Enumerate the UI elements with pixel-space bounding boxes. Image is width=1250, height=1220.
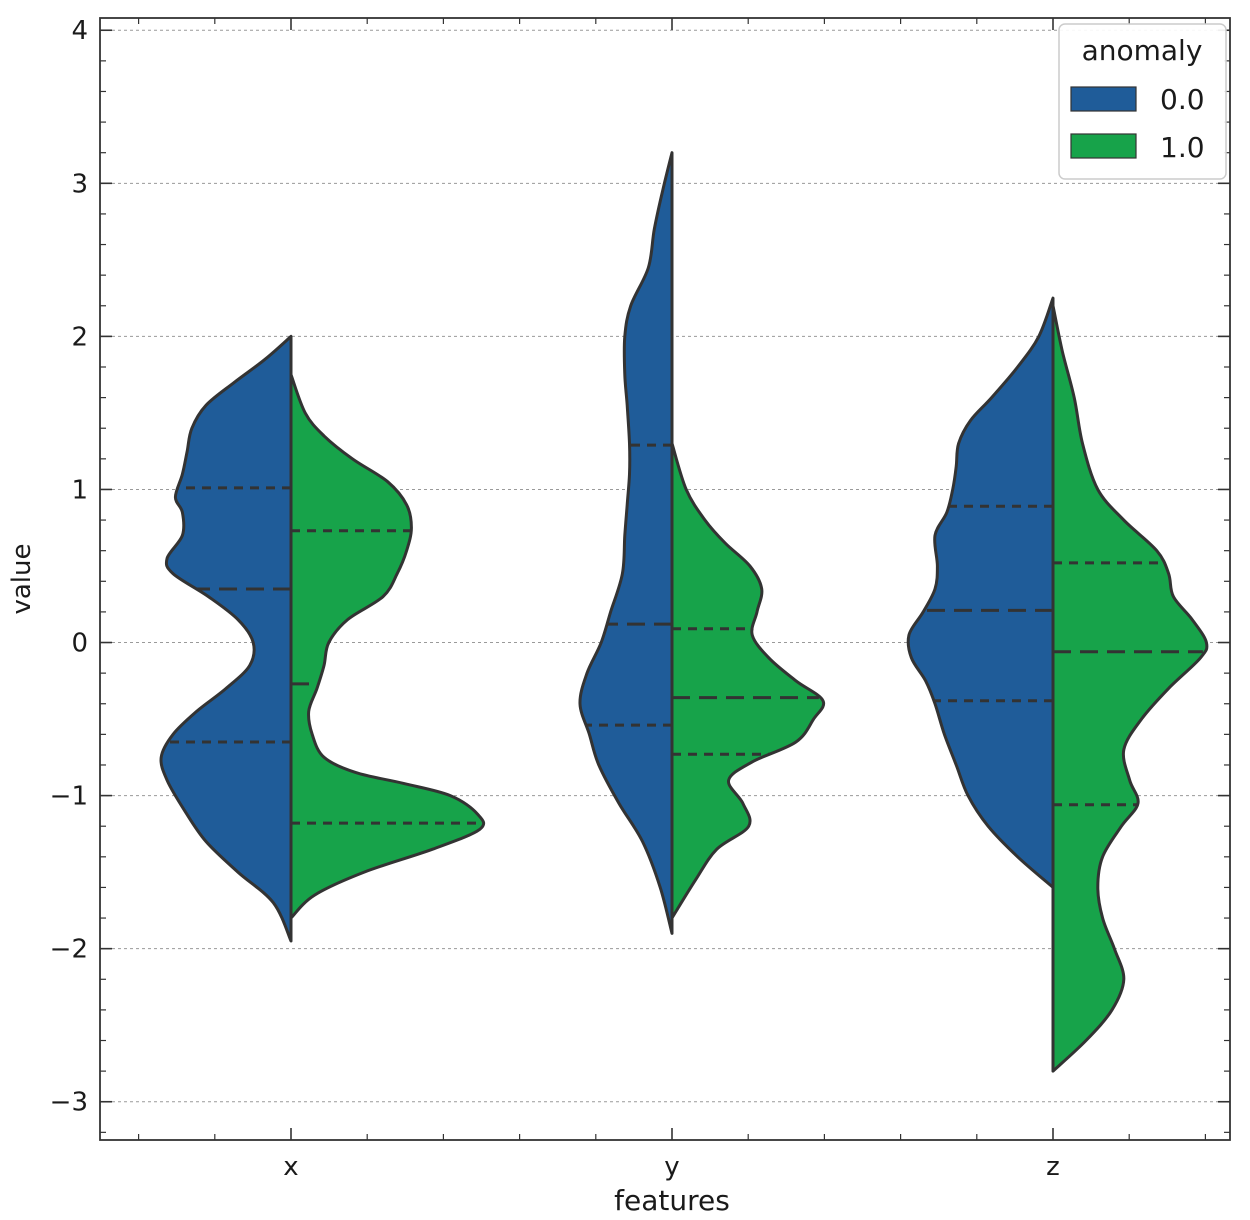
plot-frame [99,17,1231,1141]
violin-z-anomaly-half [1051,304,1209,1073]
legend-label-0: 0.0 [1160,83,1205,116]
violin-x-normal-half [159,334,293,943]
legend-label-1: 1.0 [1160,131,1205,164]
x-tick-label: x [283,1152,298,1182]
y-tick-label: 2 [71,322,88,352]
y-tick-label: 0 [71,629,88,659]
legend: anomaly 0.0 1.0 [1058,23,1227,180]
violins [159,151,1209,1073]
x-axis-label: features [614,1184,730,1217]
x-tick-label: y [664,1152,679,1182]
violin-y-normal-half [578,151,674,935]
legend-swatch-1 [1070,133,1137,159]
legend-swatch-0 [1070,86,1137,112]
violin-x-anomaly-half [289,373,486,920]
y-tick-label: 4 [71,16,88,46]
violin-z-normal-half [906,296,1055,889]
y-tick-label: −1 [50,782,88,812]
x-tick-label: z [1046,1152,1060,1182]
y-tick-label: −2 [50,935,88,965]
legend-title: anomaly [1082,34,1203,67]
axes [99,17,1231,1141]
axis-ticks: −3 −2 −1 0 1 2 3 4 x y z [50,16,1230,1182]
y-tick-label: 1 [71,475,88,505]
y-tick-label: 3 [71,169,88,199]
violin-y-anomaly-half [670,442,826,920]
y-tick-label: −3 [50,1088,88,1118]
y-axis-label: value [7,543,37,614]
